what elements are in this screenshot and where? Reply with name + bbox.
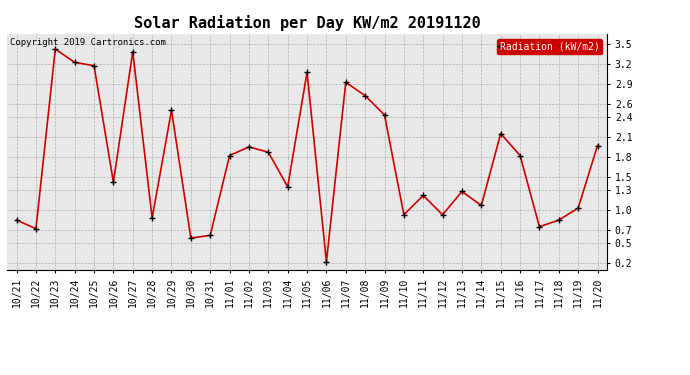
Radiation (kW/m2) bbox=[419, 193, 427, 198]
Radiation (kW/m2) bbox=[342, 80, 350, 85]
Radiation (kW/m2) bbox=[516, 153, 524, 158]
Radiation (kW/m2) bbox=[206, 233, 215, 238]
Radiation (kW/m2) bbox=[284, 184, 292, 189]
Radiation (kW/m2) bbox=[70, 60, 79, 64]
Legend: Radiation (kW/m2): Radiation (kW/m2) bbox=[497, 39, 602, 54]
Radiation (kW/m2) bbox=[90, 63, 98, 68]
Radiation (kW/m2) bbox=[51, 47, 59, 51]
Text: Copyright 2019 Cartronics.com: Copyright 2019 Cartronics.com bbox=[10, 39, 166, 48]
Radiation (kW/m2) bbox=[497, 131, 505, 136]
Radiation (kW/m2) bbox=[187, 236, 195, 240]
Radiation (kW/m2) bbox=[380, 113, 388, 117]
Radiation (kW/m2) bbox=[226, 153, 234, 158]
Radiation (kW/m2) bbox=[361, 93, 369, 98]
Radiation (kW/m2) bbox=[574, 206, 582, 210]
Radiation (kW/m2) bbox=[109, 180, 117, 184]
Radiation (kW/m2) bbox=[400, 213, 408, 217]
Line: Radiation (kW/m2): Radiation (kW/m2) bbox=[14, 46, 600, 265]
Radiation (kW/m2) bbox=[593, 143, 602, 148]
Radiation (kW/m2) bbox=[458, 189, 466, 194]
Radiation (kW/m2) bbox=[303, 70, 311, 75]
Radiation (kW/m2) bbox=[128, 50, 137, 54]
Radiation (kW/m2) bbox=[148, 216, 156, 220]
Radiation (kW/m2) bbox=[32, 226, 40, 231]
Radiation (kW/m2) bbox=[535, 225, 544, 229]
Radiation (kW/m2) bbox=[264, 150, 273, 154]
Radiation (kW/m2) bbox=[555, 218, 563, 222]
Title: Solar Radiation per Day KW/m2 20191120: Solar Radiation per Day KW/m2 20191120 bbox=[134, 15, 480, 31]
Radiation (kW/m2) bbox=[168, 108, 176, 112]
Radiation (kW/m2) bbox=[245, 145, 253, 149]
Radiation (kW/m2) bbox=[477, 203, 486, 208]
Radiation (kW/m2) bbox=[438, 213, 446, 217]
Radiation (kW/m2) bbox=[322, 260, 331, 264]
Radiation (kW/m2) bbox=[12, 218, 21, 222]
